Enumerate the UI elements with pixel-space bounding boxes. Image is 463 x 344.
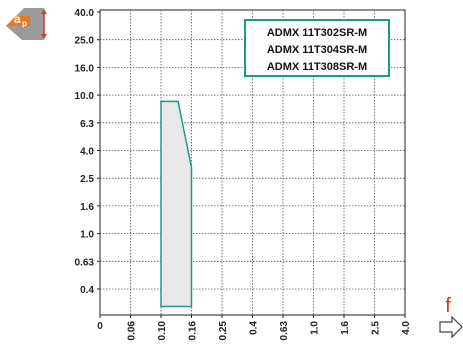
feed-axis-indicator: f	[439, 295, 463, 339]
x-tick-label: 0.4	[249, 321, 260, 335]
feed-arrow-shape	[439, 315, 463, 339]
cutting-region-polygon	[160, 100, 193, 308]
x-tick-label: 1.6	[340, 321, 351, 335]
ap-label-main: a	[14, 12, 21, 26]
ap-depth-of-cut-icon: a p	[6, 8, 47, 40]
grid-lines	[97, 9, 406, 318]
y-tick-label: 2.5	[80, 174, 94, 185]
y-tick-label: 0.63	[75, 257, 95, 268]
ap-orange-tab	[6, 16, 30, 26]
y-tick-label: 16.0	[75, 63, 95, 74]
y-tick-label: 6.3	[80, 119, 94, 130]
x-tick-label: 0	[97, 321, 103, 332]
feed-axis-label: f	[445, 295, 451, 317]
legend-entry-3: ADMX 11T308SR-M	[267, 61, 367, 73]
x-tick-label: 2.5	[371, 321, 382, 335]
legend-entry-2: ADMX 11T304SR-M	[267, 44, 367, 56]
y-tick-label: 25.0	[75, 36, 95, 47]
x-tick-label: 4.0	[401, 321, 412, 335]
legend: ADMX 11T302SR-M ADMX 11T304SR-M ADMX 11T…	[244, 19, 390, 77]
y-tick-label: 10.0	[75, 91, 95, 102]
y-tick-label: 4.0	[80, 147, 94, 158]
ap-arrow-up	[41, 9, 47, 14]
legend-entry-1: ADMX 11T302SR-M	[267, 27, 367, 39]
y-tick-labels: 40.0 25.0 16.0 10.0 6.3 4.0 2.5 1.6 1.0 0.63 0.4	[75, 8, 95, 296]
x-tick-label: 0.63	[279, 321, 290, 341]
x-tick-label: 0.06	[127, 321, 138, 341]
y-tick-label: 0.4	[80, 285, 94, 296]
ap-label-sub: p	[22, 19, 27, 28]
y-tick-label: 1.0	[80, 230, 94, 241]
x-tick-label: 0.16	[188, 321, 199, 341]
ap-arrow-down	[41, 34, 47, 39]
right-arrow-icon	[439, 315, 463, 339]
x-tick-label: 0.25	[218, 321, 229, 341]
y-tick-label: 40.0	[75, 8, 95, 19]
x-tick-labels: 0 0.06 0.10 0.16 0.25 0.4 0.63 1.0 1.6 2.5 4.0	[97, 321, 412, 341]
cutting-region	[160, 100, 193, 308]
legend-box	[244, 19, 390, 77]
x-tick-label: 1.0	[310, 321, 321, 335]
x-tick-label: 0.10	[157, 321, 168, 341]
y-tick-label: 1.6	[80, 202, 94, 213]
